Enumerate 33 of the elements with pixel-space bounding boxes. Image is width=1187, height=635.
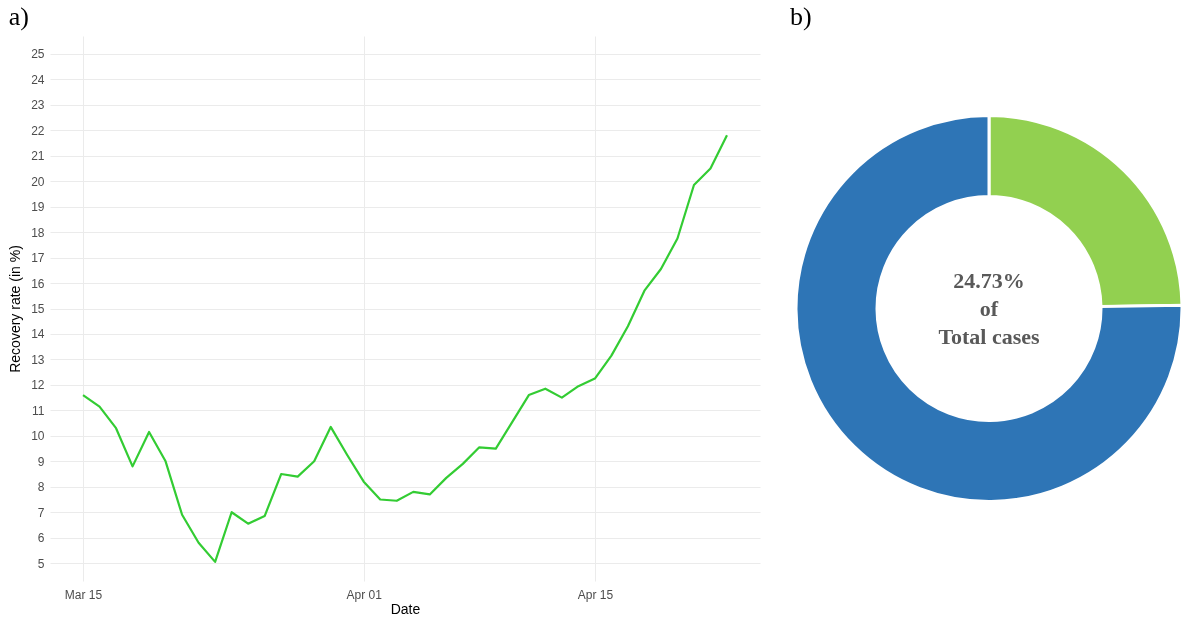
y-tick-label: 22 bbox=[31, 123, 45, 138]
y-tick-label: 19 bbox=[31, 200, 45, 215]
y-tick-label: 8 bbox=[37, 480, 45, 495]
y-tick-label: 17 bbox=[31, 251, 45, 266]
y-tick-label: 15 bbox=[31, 302, 45, 316]
y-tick-label: 23 bbox=[31, 98, 45, 113]
y-tick-label: 12 bbox=[31, 378, 45, 393]
y-tick-label: 20 bbox=[31, 174, 45, 189]
y-tick-label: 6 bbox=[37, 531, 45, 546]
y-tick-label: 7 bbox=[37, 505, 45, 520]
y-tick-label: 13 bbox=[31, 352, 45, 367]
chart-title: a) bbox=[8, 2, 29, 31]
x-tick-label: Mar 15 bbox=[64, 587, 103, 602]
y-tick-label: 16 bbox=[31, 276, 45, 291]
x-tick-label: Apr 01 bbox=[346, 587, 383, 602]
y-axis-title: Recovery rate (in %) bbox=[7, 245, 24, 373]
text: Total cases bbox=[938, 323, 1041, 349]
text: of bbox=[979, 295, 999, 321]
x-tick-label: Apr 15 bbox=[577, 587, 614, 602]
donut-slice bbox=[794, 114, 1184, 503]
y-tick-label: 5 bbox=[37, 556, 45, 571]
y-tick-label: 18 bbox=[31, 225, 45, 240]
text: 24.73% bbox=[953, 267, 1025, 293]
chart-title: b) bbox=[790, 2, 812, 31]
y-tick-label: 21 bbox=[31, 149, 45, 164]
y-tick-label: 11 bbox=[32, 403, 45, 418]
x-axis-title: Date bbox=[390, 600, 421, 617]
y-tick-label: 10 bbox=[31, 429, 45, 444]
y-tick-label: 24 bbox=[31, 72, 45, 87]
y-tick-label: 25 bbox=[31, 47, 45, 62]
y-tick-label: 14 bbox=[31, 327, 45, 342]
line-series bbox=[81, 134, 729, 563]
y-tick-label: 9 bbox=[37, 454, 45, 469]
